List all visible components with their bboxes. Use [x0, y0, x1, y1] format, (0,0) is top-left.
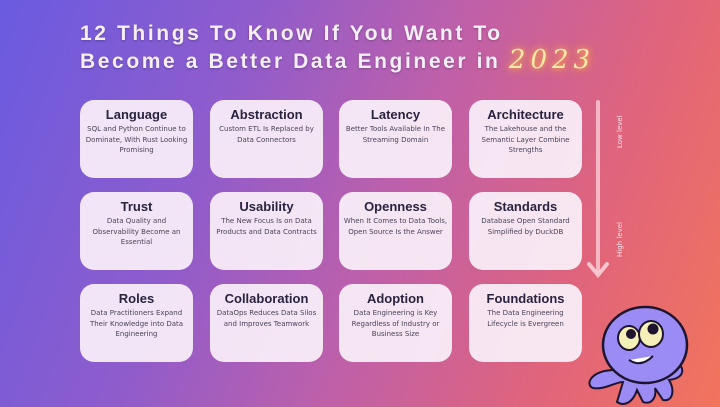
card-standards: Standards Database Open Standard Simplifi… — [469, 192, 582, 270]
title-line-2: Become a Better Data Engineer in — [80, 50, 501, 73]
octopus-mascot-icon — [588, 305, 689, 405]
low-level-label: Low level — [616, 115, 624, 148]
card-heading: Usability — [239, 199, 294, 214]
card-heading: Adoption — [366, 291, 425, 306]
card-heading: Collaboration — [224, 291, 309, 306]
card-heading: Roles — [118, 291, 155, 306]
card-heading: Standards — [493, 199, 558, 214]
card-text: SQL and Python Continue to Dominate, Wit… — [85, 125, 188, 154]
card-text: When It Comes to Data Tools, Open Source… — [343, 217, 448, 236]
card-heading: Trust — [120, 199, 153, 214]
title: 12 Things To Know If You Want To Become … — [80, 20, 595, 75]
card-text: Better Tools Available In The Streaming … — [345, 125, 446, 144]
card-usability: Usability The New Focus Is on Data Produc… — [210, 192, 323, 270]
card-heading: Openness — [364, 199, 427, 214]
card-language: Language SQL and Python Continue to Domin… — [80, 100, 193, 178]
card-text: DataOps Reduces Data Silos and Improves … — [216, 309, 317, 328]
card-foundations: Foundations The Data Engineering Lifecycl… — [469, 284, 582, 362]
card-text: Data Practitioners Expand Their Knowledg… — [89, 309, 184, 338]
card-text: Data Quality and Observability Become an… — [92, 217, 181, 246]
card-text: The Lakehouse and the Semantic Layer Com… — [481, 125, 570, 154]
card-heading: Abstraction — [230, 107, 303, 122]
card-text: Database Open Standard Simplified by Duc… — [481, 217, 570, 236]
card-text: The Data Engineering Lifecycle is Evergr… — [487, 309, 564, 328]
card-heading: Architecture — [487, 107, 564, 122]
arrow-down-icon — [587, 262, 609, 278]
card-adoption: Adoption Data Engineering is Key Regardle… — [339, 284, 452, 362]
card-text: The New Focus Is on Data Products and Da… — [216, 217, 317, 236]
card-architecture: Architecture The Lakehouse and the Semant… — [469, 100, 582, 178]
card-text: Custom ETL Is Replaced by Data Connector… — [219, 125, 314, 144]
card-openness: Openness When It Comes to Data Tools, Ope… — [339, 192, 452, 270]
card-roles: Roles Data Practitioners Expand Their Kno… — [80, 284, 193, 362]
card-heading: Latency — [370, 107, 421, 122]
card-heading: Language — [105, 107, 168, 122]
card-text: Data Engineering is Key Regardless of In… — [351, 309, 440, 338]
card-trust: Trust Data Quality and Observability Beco… — [80, 192, 193, 270]
card-latency: Latency Better Tools Available In The Str… — [339, 100, 452, 178]
high-level-label: High level — [616, 222, 624, 257]
card-collaboration: Collaboration DataOps Reduces Data Silos … — [210, 284, 323, 362]
title-line-1: 12 Things To Know If You Want To — [80, 22, 503, 45]
card-heading: Foundations — [486, 291, 565, 306]
card-abstraction: Abstraction Custom ETL Is Replaced by Dat… — [210, 100, 323, 178]
title-year: 2023 — [508, 45, 596, 75]
level-arrow — [596, 100, 600, 272]
